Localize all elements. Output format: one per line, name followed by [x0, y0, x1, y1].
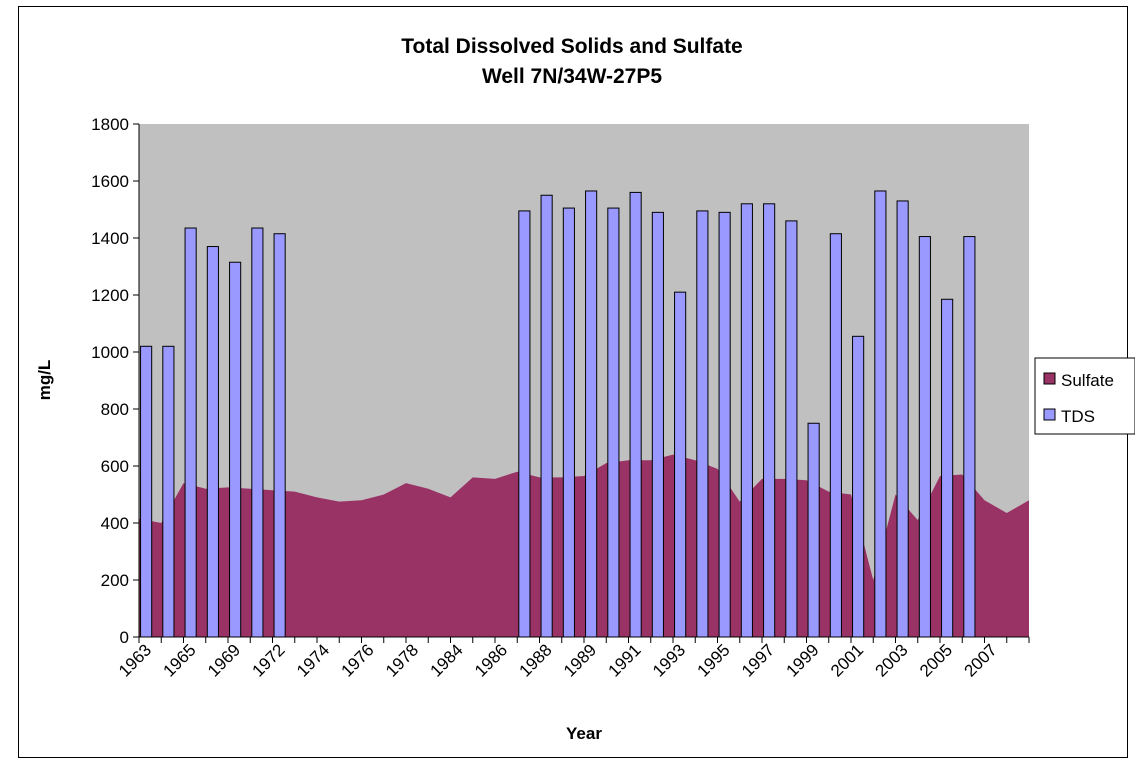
y-tick-label: 1400 [91, 229, 129, 248]
y-tick-label: 1000 [91, 343, 129, 362]
x-tick-label: 1965 [159, 640, 199, 680]
tds-bar [941, 298, 954, 638]
x-tick-label: 1986 [471, 640, 511, 680]
x-tick-label: 1988 [515, 640, 555, 680]
tds-bar [785, 220, 798, 638]
x-axis-title: Year [566, 724, 602, 743]
legend-swatch-sulfate [1043, 372, 1056, 385]
x-tick-label: 1991 [604, 640, 644, 680]
x-tick-label: 1995 [693, 640, 733, 680]
y-axis-title: mg/L [35, 360, 54, 401]
legend-label-sulfate: Sulfate [1061, 371, 1114, 390]
tds-bar [585, 190, 598, 638]
tds-bar [874, 190, 887, 638]
tds-bar [829, 233, 842, 638]
tds-bar [162, 345, 175, 638]
chart-title-line1: Total Dissolved Solids and Sulfate [401, 35, 743, 58]
tds-bar [629, 191, 642, 638]
x-tick-label: 1969 [204, 640, 244, 680]
y-tick-label: 1600 [91, 172, 129, 191]
x-tick-label: 1997 [738, 640, 778, 680]
tds-bar [562, 207, 575, 638]
x-tick-label: 1993 [649, 640, 689, 680]
y-tick-label: 1800 [91, 115, 129, 134]
y-tick-label: 600 [101, 457, 129, 476]
tds-bar [540, 194, 553, 638]
tds-bar [229, 261, 242, 638]
x-tick-label: 1976 [337, 640, 377, 680]
tds-bar [807, 422, 820, 638]
x-tick-label: 2005 [916, 640, 956, 680]
tds-bar [206, 246, 219, 638]
x-tick-label: 2001 [827, 640, 867, 680]
x-tick-label: 1989 [560, 640, 600, 680]
x-tick-label: 2007 [960, 640, 1000, 680]
tds-bar [918, 236, 931, 638]
x-tick-label: 2003 [871, 640, 911, 680]
y-tick-label: 800 [101, 400, 129, 419]
tds-bar [518, 210, 531, 638]
chart-title-line2: Well 7N/34W-27P5 [482, 65, 662, 88]
x-tick-label: 1974 [293, 640, 333, 680]
tds-bar [763, 203, 776, 638]
tds-bar [696, 210, 709, 638]
tds-bar [607, 207, 620, 638]
x-tick-label: 1999 [782, 640, 822, 680]
tds-bar [963, 236, 976, 638]
legend-label-tds: TDS [1061, 407, 1095, 426]
y-tick-label: 1200 [91, 286, 129, 305]
y-tick-label: 0 [120, 628, 129, 647]
tds-bar [184, 227, 197, 638]
x-tick-label: 1984 [426, 640, 466, 680]
legend: Sulfate TDS [1034, 357, 1135, 435]
y-tick-label: 400 [101, 514, 129, 533]
tds-bar [140, 345, 153, 638]
tds-bar [674, 291, 687, 638]
tds-bar [251, 227, 264, 638]
legend-box [1034, 357, 1135, 435]
legend-swatch-tds [1043, 408, 1056, 421]
x-tick-label: 1978 [382, 640, 422, 680]
tds-bar [740, 203, 753, 638]
x-tick-label: 1972 [248, 640, 288, 680]
tds-bar [273, 233, 286, 638]
tds-bar [718, 211, 731, 638]
y-tick-label: 200 [101, 571, 129, 590]
tds-bar [852, 335, 865, 638]
tds-bar [896, 200, 909, 638]
tds-bar [651, 211, 664, 638]
